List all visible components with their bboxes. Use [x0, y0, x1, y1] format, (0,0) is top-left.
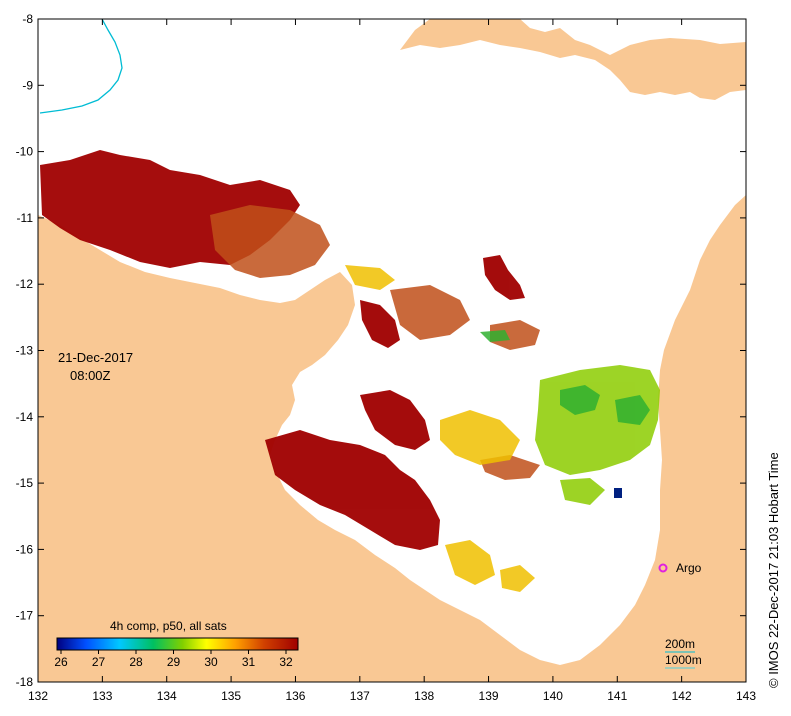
x-tick-label: 135 [221, 689, 241, 703]
y-tick-label: -10 [16, 145, 34, 159]
x-tick-label: 141 [607, 689, 627, 703]
colorbar-ticks: 26 27 28 29 30 31 32 [54, 650, 293, 669]
contour-line [39, 19, 123, 114]
contour-legend-200m: 200m [665, 637, 695, 651]
x-axis: 132 133 134 135 136 137 138 139 140 141 142 143 [28, 19, 756, 703]
x-tick-label: 143 [736, 689, 756, 703]
composite-label: 4h comp, p50, all sats [110, 619, 227, 633]
sst-mid-patches [345, 265, 535, 592]
y-tick-label: -8 [22, 12, 33, 26]
x-tick-label: 136 [285, 689, 305, 703]
colorbar-tick-label: 32 [279, 655, 293, 669]
contour-legend-1000m: 1000m [665, 653, 702, 667]
y-tick-label: -14 [16, 410, 34, 424]
time-label: 08:00Z [70, 368, 111, 383]
y-tick-label: -15 [16, 476, 34, 490]
sst-green-patches [480, 330, 650, 425]
x-tick-label: 142 [672, 689, 692, 703]
side-credit: © IMOS 22-Dec-2017 21:03 Hobart Time [766, 452, 781, 688]
colorbar-tick-label: 26 [54, 655, 68, 669]
colorbar-tick-label: 28 [129, 655, 143, 669]
colorbar-tick-label: 30 [204, 655, 218, 669]
date-label: 21-Dec-2017 [58, 350, 133, 365]
land-new-guinea [400, 19, 746, 100]
x-tick-label: 133 [92, 689, 112, 703]
y-tick-label: -17 [16, 609, 34, 623]
x-tick-label: 134 [157, 689, 177, 703]
land-west [38, 295, 520, 682]
colorbar-tick-label: 27 [92, 655, 106, 669]
colorbar [56, 637, 299, 651]
y-tick-label: -18 [16, 675, 34, 689]
y-tick-label: -9 [22, 78, 33, 92]
sst-cold-spot [614, 488, 622, 498]
y-axis: -8 -9 -10 -11 -12 -13 -14 -15 -16 -17 -18 [16, 12, 746, 689]
x-tick-label: 140 [543, 689, 563, 703]
x-tick-label: 137 [350, 689, 370, 703]
y-tick-label: -16 [16, 542, 34, 556]
colorbar-tick-label: 31 [242, 655, 256, 669]
y-tick-label: -12 [16, 277, 34, 291]
sst-warm-patches [210, 205, 540, 480]
x-tick-label: 138 [414, 689, 434, 703]
x-tick-label: 132 [28, 689, 48, 703]
y-tick-label: -13 [16, 344, 34, 358]
argo-marker-icon [658, 563, 668, 573]
y-tick-label: -11 [17, 211, 34, 225]
colorbar-tick-label: 29 [167, 655, 181, 669]
argo-label: Argo [676, 561, 702, 575]
x-tick-label: 139 [479, 689, 499, 703]
